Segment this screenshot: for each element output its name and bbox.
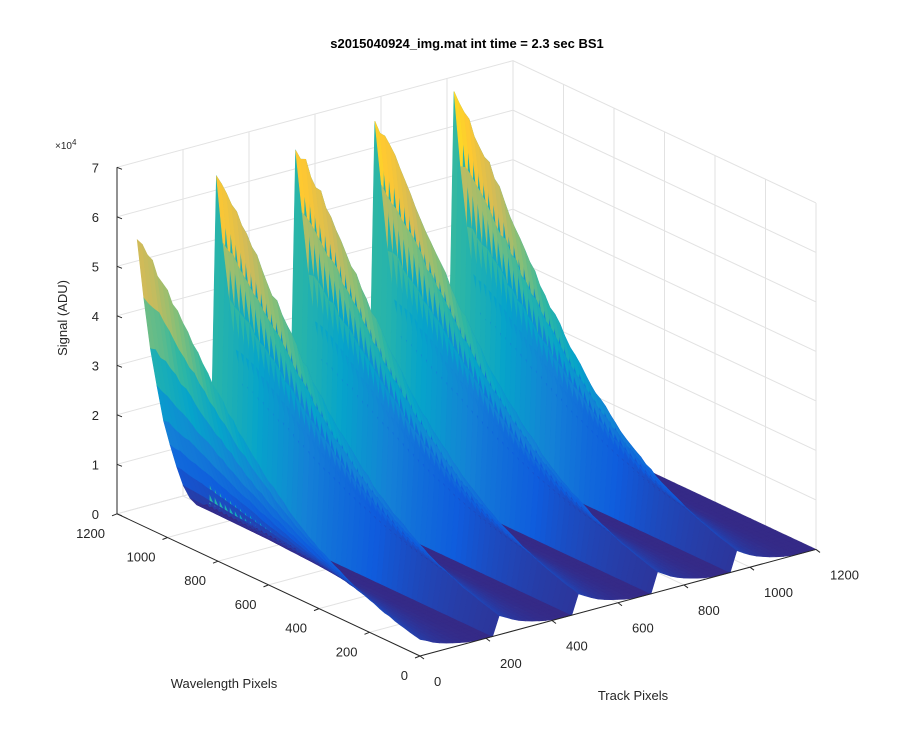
x-tick-mark — [749, 566, 755, 571]
y-tick-label: 1200 — [76, 526, 105, 541]
chart-title: s2015040924_img.mat int time = 2.3 sec B… — [330, 36, 604, 51]
y-tick-label: 0 — [401, 668, 408, 683]
x-tick-mark — [815, 549, 821, 553]
z-tick-label: 2 — [92, 408, 99, 423]
z-tick-label: 4 — [92, 309, 99, 324]
axes: 0200400600800100012000200400600800100012… — [76, 160, 859, 689]
z-tick-mark — [116, 265, 123, 269]
y-tick-mark — [364, 631, 370, 635]
y-tick-mark — [212, 560, 219, 564]
x-axis-label: Track Pixels — [598, 688, 669, 703]
x-tick-label: 1000 — [764, 585, 793, 600]
y-axis-label: Wavelength Pixels — [171, 676, 278, 691]
x-tick-mark — [683, 584, 689, 589]
y-tick-mark — [162, 537, 168, 540]
x-tick-label: 400 — [566, 638, 588, 653]
y-tick-label: 1000 — [127, 550, 156, 565]
z-exponent: ×104 — [55, 138, 77, 152]
y-tick-mark — [313, 608, 320, 612]
y-tick-label: 800 — [184, 573, 206, 588]
y-tick-mark — [111, 513, 118, 517]
z-tick-mark — [116, 414, 123, 418]
x-tick-label: 0 — [434, 674, 441, 689]
x-tick-label: 1200 — [830, 567, 859, 582]
z-tick-label: 6 — [92, 210, 99, 225]
z-tick-mark — [116, 166, 123, 170]
z-tick-mark — [116, 315, 123, 319]
x-tick-label: 200 — [500, 656, 522, 671]
y-tick-label: 600 — [235, 597, 257, 612]
x-tick-label: 600 — [632, 621, 654, 636]
x-tick-mark — [485, 637, 491, 642]
x-tick-mark — [617, 602, 623, 607]
z-tick-mark — [116, 364, 123, 368]
y-tick-label: 400 — [285, 621, 307, 636]
y-tick-mark — [414, 655, 421, 659]
y-tick-label: 200 — [336, 644, 358, 659]
z-tick-label: 3 — [92, 358, 99, 373]
z-tick-mark — [116, 513, 123, 517]
x-tick-mark — [551, 620, 557, 624]
z-tick-label: 5 — [92, 259, 99, 274]
z-tick-label: 1 — [92, 457, 99, 472]
z-tick-label: 0 — [92, 507, 99, 522]
x-tick-mark — [419, 655, 425, 660]
x-tick-label: 800 — [698, 603, 720, 618]
z-tick-mark — [116, 216, 123, 220]
y-tick-mark — [263, 584, 269, 588]
z-tick-mark — [116, 463, 123, 467]
surface — [136, 91, 817, 644]
z-tick-label: 7 — [92, 160, 99, 175]
z-axis-label: Signal (ADU) — [55, 280, 70, 356]
